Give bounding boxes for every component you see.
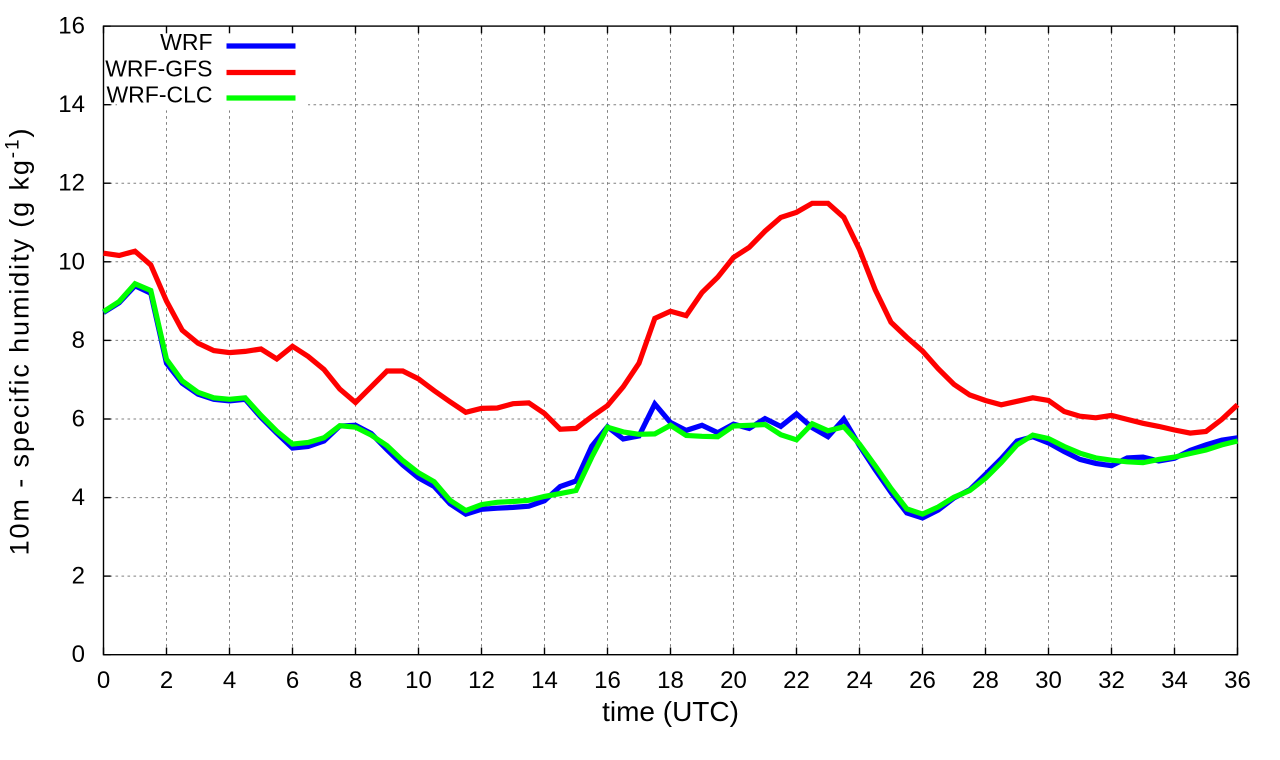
svg-text:8: 8 [349,667,362,694]
svg-text:2: 2 [72,563,85,590]
svg-text:16: 16 [58,13,85,40]
svg-text:WRF-CLC: WRF-CLC [106,82,212,108]
svg-text:26: 26 [909,667,936,694]
svg-text:4: 4 [72,484,85,511]
svg-text:12: 12 [58,170,85,197]
svg-text:4: 4 [223,667,236,694]
svg-text:14: 14 [531,667,558,694]
svg-text:0: 0 [72,641,85,668]
svg-text:WRF: WRF [160,29,212,55]
svg-text:36: 36 [1224,667,1251,694]
svg-text:16: 16 [594,667,621,694]
svg-text:6: 6 [286,667,299,694]
svg-text:12: 12 [468,667,495,694]
svg-text:10m - specific humidity (g kg-: 10m - specific humidity (g kg-1) [3,127,35,556]
svg-text:2: 2 [160,667,173,694]
svg-text:WRF-GFS: WRF-GFS [105,56,212,82]
svg-text:10: 10 [405,667,432,694]
svg-text:32: 32 [1098,667,1125,694]
svg-text:10: 10 [58,248,85,275]
svg-text:14: 14 [58,91,85,118]
svg-text:34: 34 [1161,667,1188,694]
svg-text:6: 6 [72,406,85,433]
svg-text:8: 8 [72,327,85,354]
svg-text:22: 22 [783,667,810,694]
svg-text:24: 24 [846,667,873,694]
svg-text:time (UTC): time (UTC) [602,696,739,727]
svg-text:0: 0 [97,667,110,694]
svg-text:30: 30 [1035,667,1062,694]
svg-text:20: 20 [720,667,747,694]
svg-text:28: 28 [972,667,999,694]
svg-text:18: 18 [657,667,684,694]
